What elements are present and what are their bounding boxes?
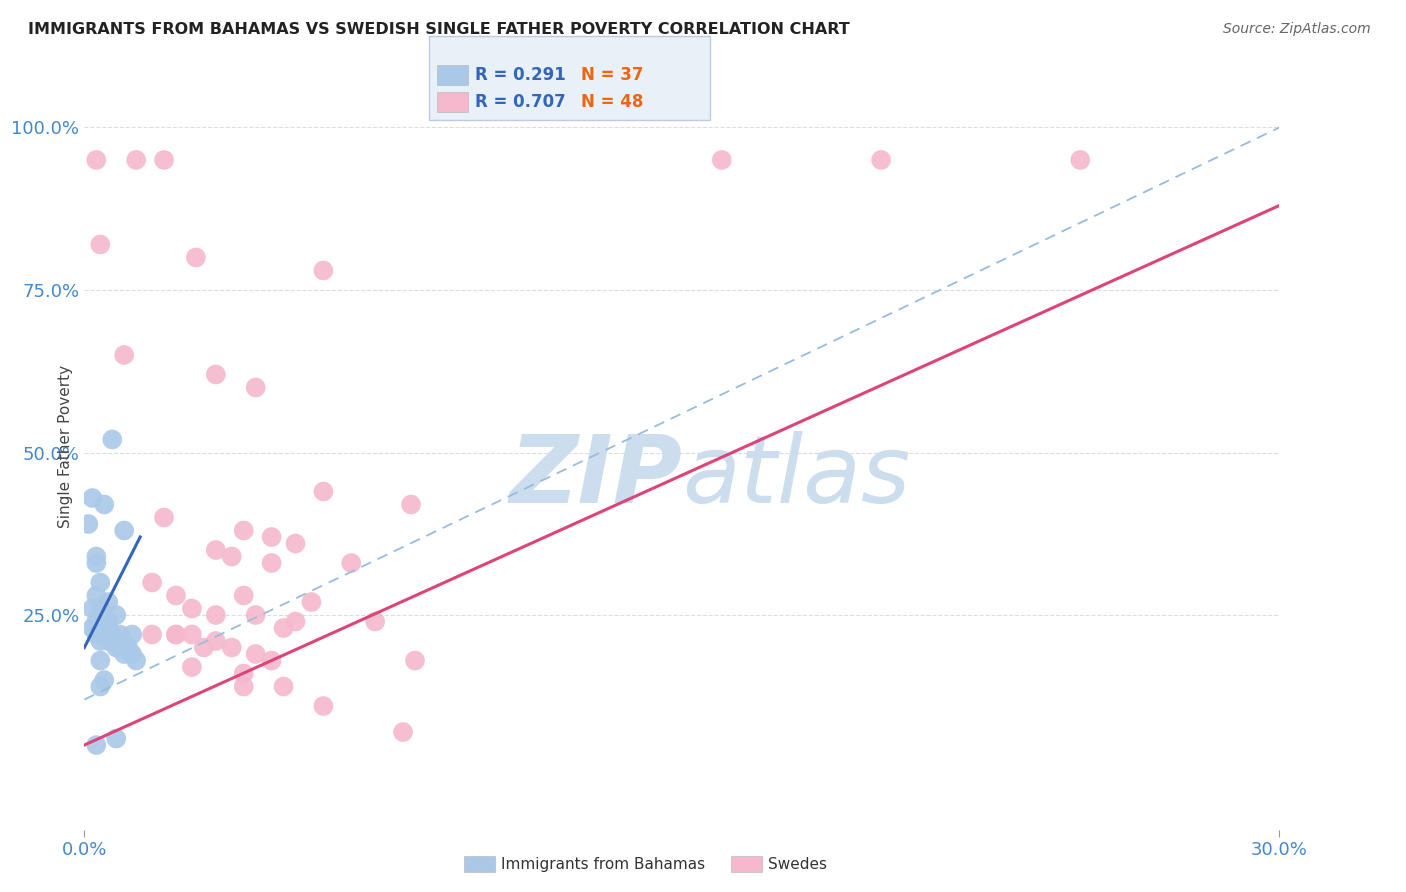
Point	[232, 524, 254, 538]
Point	[112, 647, 135, 661]
Point	[1069, 153, 1091, 167]
Point	[89, 654, 111, 668]
Point	[245, 647, 267, 661]
Point	[399, 498, 422, 512]
Point	[205, 543, 228, 558]
Point	[110, 640, 132, 655]
Point	[245, 607, 267, 622]
Point	[184, 251, 207, 265]
Point	[181, 660, 204, 674]
Point	[260, 654, 283, 668]
Point	[165, 627, 187, 641]
Point	[86, 738, 108, 752]
Point	[112, 524, 135, 538]
Point	[89, 607, 111, 622]
Point	[153, 510, 176, 524]
Point	[101, 433, 124, 447]
Text: Immigrants from Bahamas: Immigrants from Bahamas	[501, 857, 704, 871]
Text: N = 37: N = 37	[581, 66, 643, 84]
Point	[101, 627, 124, 641]
Point	[193, 640, 215, 655]
Point	[312, 699, 335, 714]
Point	[110, 627, 132, 641]
Point	[165, 627, 187, 641]
Text: atlas: atlas	[682, 431, 910, 522]
Point	[125, 153, 148, 167]
Point	[205, 368, 228, 382]
Point	[301, 595, 323, 609]
Point	[181, 601, 204, 615]
Text: Source: ZipAtlas.com: Source: ZipAtlas.com	[1223, 22, 1371, 37]
Point	[392, 725, 415, 739]
Point	[121, 647, 143, 661]
Point	[93, 627, 115, 641]
Point	[141, 575, 163, 590]
Point	[141, 627, 163, 641]
Point	[260, 530, 283, 544]
Point	[93, 615, 115, 629]
Point	[82, 491, 104, 505]
Point	[86, 589, 108, 603]
Point	[245, 380, 267, 394]
Point	[232, 666, 254, 681]
Point	[165, 589, 187, 603]
Point	[125, 654, 148, 668]
Point	[221, 640, 243, 655]
Point	[97, 621, 120, 635]
Point	[221, 549, 243, 564]
Point	[273, 621, 295, 635]
Point	[97, 595, 120, 609]
Point	[97, 615, 120, 629]
Point	[205, 607, 228, 622]
Point	[312, 263, 335, 277]
Point	[89, 680, 111, 694]
Point	[89, 237, 111, 252]
Text: R = 0.291: R = 0.291	[475, 66, 567, 84]
Point	[284, 615, 307, 629]
Point	[77, 516, 100, 531]
Point	[260, 556, 283, 570]
Point	[232, 680, 254, 694]
Y-axis label: Single Father Poverty: Single Father Poverty	[58, 365, 73, 527]
Point	[121, 627, 143, 641]
Point	[710, 153, 733, 167]
Point	[284, 536, 307, 550]
Point	[232, 589, 254, 603]
Point	[340, 556, 363, 570]
Text: N = 48: N = 48	[581, 93, 643, 111]
Point	[97, 634, 120, 648]
Point	[112, 348, 135, 362]
Point	[82, 621, 104, 635]
Text: ZIP: ZIP	[509, 431, 682, 523]
Text: R = 0.707: R = 0.707	[475, 93, 567, 111]
Point	[117, 640, 139, 655]
Point	[404, 654, 426, 668]
Point	[86, 549, 108, 564]
Point	[82, 601, 104, 615]
Point	[105, 607, 128, 622]
Point	[181, 627, 204, 641]
Point	[205, 634, 228, 648]
Point	[364, 615, 387, 629]
Point	[153, 153, 176, 167]
Point	[93, 498, 115, 512]
Point	[312, 484, 335, 499]
Point	[89, 575, 111, 590]
Point	[105, 640, 128, 655]
Point	[86, 627, 108, 641]
Point	[870, 153, 893, 167]
Text: Swedes: Swedes	[768, 857, 827, 871]
Point	[86, 153, 108, 167]
Point	[105, 731, 128, 746]
Point	[86, 615, 108, 629]
Point	[89, 601, 111, 615]
Point	[93, 673, 115, 687]
Point	[273, 680, 295, 694]
Text: IMMIGRANTS FROM BAHAMAS VS SWEDISH SINGLE FATHER POVERTY CORRELATION CHART: IMMIGRANTS FROM BAHAMAS VS SWEDISH SINGL…	[28, 22, 849, 37]
Point	[89, 634, 111, 648]
Point	[86, 556, 108, 570]
